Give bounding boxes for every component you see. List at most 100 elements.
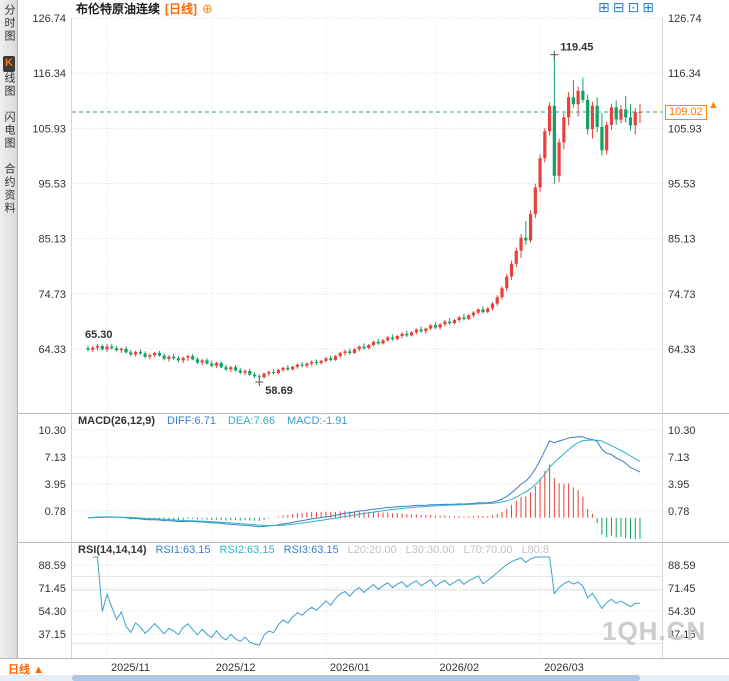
grid-3x3-icon[interactable]: ⊞ [642,0,654,15]
horizontal-scrollbar[interactable] [0,675,729,681]
candle-body[interactable] [543,131,547,159]
candle-body[interactable] [200,360,204,363]
candle-body[interactable] [433,325,437,328]
candle-body[interactable] [205,360,209,364]
candle-body[interactable] [581,90,585,100]
candle-body[interactable] [490,303,495,309]
candle-body[interactable] [324,358,328,361]
candle-body[interactable] [476,309,480,313]
sidebar-item-time-chart[interactable]: 分时图 [3,4,15,43]
candle-body[interactable] [167,356,171,359]
candle-body[interactable] [448,321,452,324]
candle-body[interactable] [143,353,147,357]
sidebar-item-lightning-chart[interactable]: 闪电图 [3,111,15,150]
candle-body[interactable] [110,346,114,349]
candle-body[interactable] [95,346,100,348]
candle-body[interactable] [514,250,518,264]
candle-body[interactable] [552,105,556,176]
candle-body[interactable] [567,97,571,118]
candle-body[interactable] [633,112,637,126]
candle-body[interactable] [400,333,404,336]
candle-body[interactable] [91,347,95,350]
candle-body[interactable] [405,333,409,336]
candle-body[interactable] [105,346,109,350]
candle-body[interactable] [586,99,590,130]
candle-body[interactable] [352,349,357,353]
candle-body[interactable] [524,237,528,241]
candle-body[interactable] [547,105,552,132]
candle-body[interactable] [338,352,342,357]
candle-body[interactable] [238,370,242,373]
candle-body[interactable] [257,376,261,378]
candle-body[interactable] [395,335,399,340]
candle-body[interactable] [181,357,185,361]
candle-body[interactable] [343,351,347,353]
candle-body[interactable] [186,356,190,358]
candle-body[interactable] [452,320,457,324]
candle-body[interactable] [600,126,604,151]
candle-body[interactable] [219,363,223,368]
candle-body[interactable] [371,341,376,345]
candle-body[interactable] [386,337,390,341]
candle-body[interactable] [381,340,385,344]
candle-body[interactable] [486,308,490,313]
candle-body[interactable] [590,105,595,130]
candle-body[interactable] [443,321,447,325]
candle-body[interactable] [462,317,466,319]
scroll-to-latest-icon[interactable]: ▲ [708,99,719,111]
candle-body[interactable] [162,355,166,359]
candle-body[interactable] [129,352,133,355]
candle-body[interactable] [314,361,319,364]
candle-body[interactable] [528,213,533,241]
candle-body[interactable] [119,348,123,351]
candle-body[interactable] [210,363,214,366]
candle-body[interactable] [281,367,285,370]
candle-body[interactable] [233,367,238,371]
add-indicator-icon[interactable]: ⊕ [202,1,213,16]
candle-body[interactable] [609,107,614,125]
period-selector[interactable]: 日线 ▲ [8,661,44,677]
candle-body[interactable] [348,351,352,353]
candle-body[interactable] [252,374,257,377]
candle-body[interactable] [438,324,442,328]
candle-body[interactable] [295,364,299,367]
candle-body[interactable] [271,372,276,374]
candle-body[interactable] [305,363,309,366]
candle-body[interactable] [595,105,599,127]
scrollbar-thumb[interactable] [72,675,640,681]
candle-body[interactable] [195,359,200,363]
candle-body[interactable] [214,363,219,366]
candle-body[interactable] [538,158,542,188]
candle-body[interactable] [362,346,366,349]
candle-body[interactable] [376,341,380,344]
candle-body[interactable] [262,373,266,378]
candle-body[interactable] [576,90,580,105]
grid-1x2-icon[interactable]: ⊟ [612,0,625,15]
candle-body[interactable] [414,329,418,333]
candle-body[interactable] [367,344,371,349]
candle-body[interactable] [300,364,304,366]
candle-body[interactable] [100,346,104,350]
candle-body[interactable] [224,367,228,370]
candle-body[interactable] [571,97,575,105]
candle-body[interactable] [229,367,233,370]
candle-body[interactable] [176,358,181,361]
candle-body[interactable] [191,356,195,360]
candle-body[interactable] [124,348,128,353]
candle-body[interactable] [133,351,138,355]
candle-body[interactable] [138,351,142,354]
candle-body[interactable] [153,352,157,356]
candle-body[interactable] [471,312,476,316]
candle-body[interactable] [429,325,433,329]
candle-body[interactable] [333,356,338,360]
candle-body[interactable] [267,372,271,374]
candle-body[interactable] [243,370,247,373]
period-tag[interactable]: [日线] [165,2,198,16]
single-pane-icon[interactable]: ⊡ [627,0,640,15]
candle-body[interactable] [605,124,609,151]
candle-body[interactable] [148,355,152,357]
grid-2x2-icon[interactable]: ⊞ [598,0,610,15]
candle-body[interactable] [619,109,623,120]
candle-body[interactable] [276,369,280,374]
